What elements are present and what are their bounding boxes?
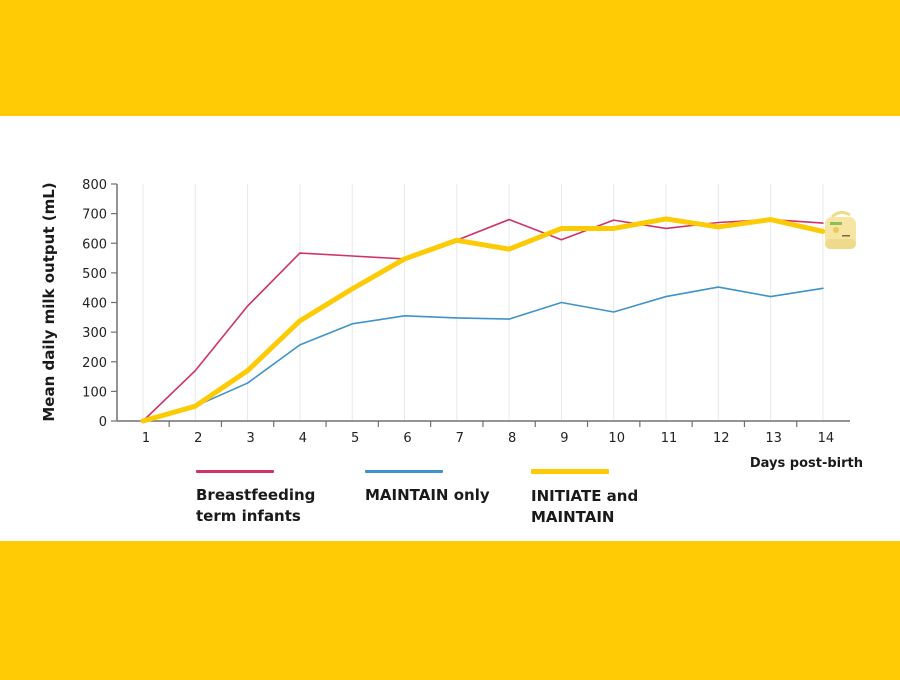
x-tick-label-3: 3 bbox=[246, 431, 254, 446]
y-tick-label-200: 200 bbox=[82, 356, 107, 371]
grid-lines bbox=[142, 184, 824, 421]
y-tick-label-100: 100 bbox=[82, 385, 107, 400]
legend-swatch-maintain-only bbox=[365, 470, 443, 473]
x-tick-label-5: 5 bbox=[351, 431, 359, 446]
y-tick-label-0: 0 bbox=[99, 415, 107, 430]
x-tick-label-1: 1 bbox=[142, 431, 150, 446]
x-tick-label-13: 13 bbox=[765, 431, 782, 446]
legend-swatch-initiate-maintain bbox=[531, 469, 609, 474]
x-tick-label-2: 2 bbox=[194, 431, 202, 446]
y-tick-label-500: 500 bbox=[82, 267, 107, 282]
series-lines bbox=[140, 216, 826, 424]
y-axis-title: Mean daily milk output (mL) bbox=[40, 182, 58, 421]
legend-swatch-breastfeeding bbox=[196, 470, 274, 473]
breast-pump-icon bbox=[825, 210, 856, 249]
y-tick-label-300: 300 bbox=[82, 326, 107, 341]
series-line-initiate-and-maintain bbox=[140, 216, 826, 424]
legend-label-breastfeeding: Breastfeeding term infants bbox=[196, 486, 316, 525]
series-line-maintain-only bbox=[142, 286, 824, 422]
x-axis-title: Days post-birth bbox=[750, 456, 863, 471]
top-yellow-band bbox=[0, 0, 900, 116]
y-tick-label-800: 800 bbox=[82, 178, 107, 193]
legend-label-maintain-only: MAINTAIN only bbox=[365, 486, 490, 504]
legend-item-breastfeeding: Breastfeeding term infants bbox=[196, 470, 315, 527]
legend-label-initiate-maintain: INITIATE and MAINTAIN bbox=[531, 487, 639, 526]
x-tick-label-11: 11 bbox=[661, 431, 678, 446]
bottom-yellow-band bbox=[0, 541, 900, 680]
x-tick-label-6: 6 bbox=[403, 431, 411, 446]
x-tick-label-4: 4 bbox=[299, 431, 307, 446]
y-ticks: 0 100 200 300 400 500 600 700 800 bbox=[82, 178, 117, 430]
y-tick-label-700: 700 bbox=[82, 208, 107, 223]
x-tick-label-9: 9 bbox=[560, 431, 568, 446]
x-tick-label-10: 10 bbox=[608, 431, 625, 446]
x-tick-label-7: 7 bbox=[456, 431, 464, 446]
y-tick-label-400: 400 bbox=[82, 297, 107, 312]
x-ticks: 1 2 3 4 5 6 7 8 9 10 11 12 13 14 bbox=[142, 421, 834, 446]
x-tick-label-12: 12 bbox=[713, 431, 730, 446]
series-line-breastfeeding-term-infants bbox=[142, 218, 824, 422]
y-tick-label-600: 600 bbox=[82, 237, 107, 252]
legend-item-initiate-maintain: INITIATE and MAINTAIN bbox=[531, 469, 639, 528]
x-tick-label-8: 8 bbox=[508, 431, 516, 446]
legend-item-maintain-only: MAINTAIN only bbox=[365, 470, 490, 506]
x-tick-label-14: 14 bbox=[818, 431, 835, 446]
